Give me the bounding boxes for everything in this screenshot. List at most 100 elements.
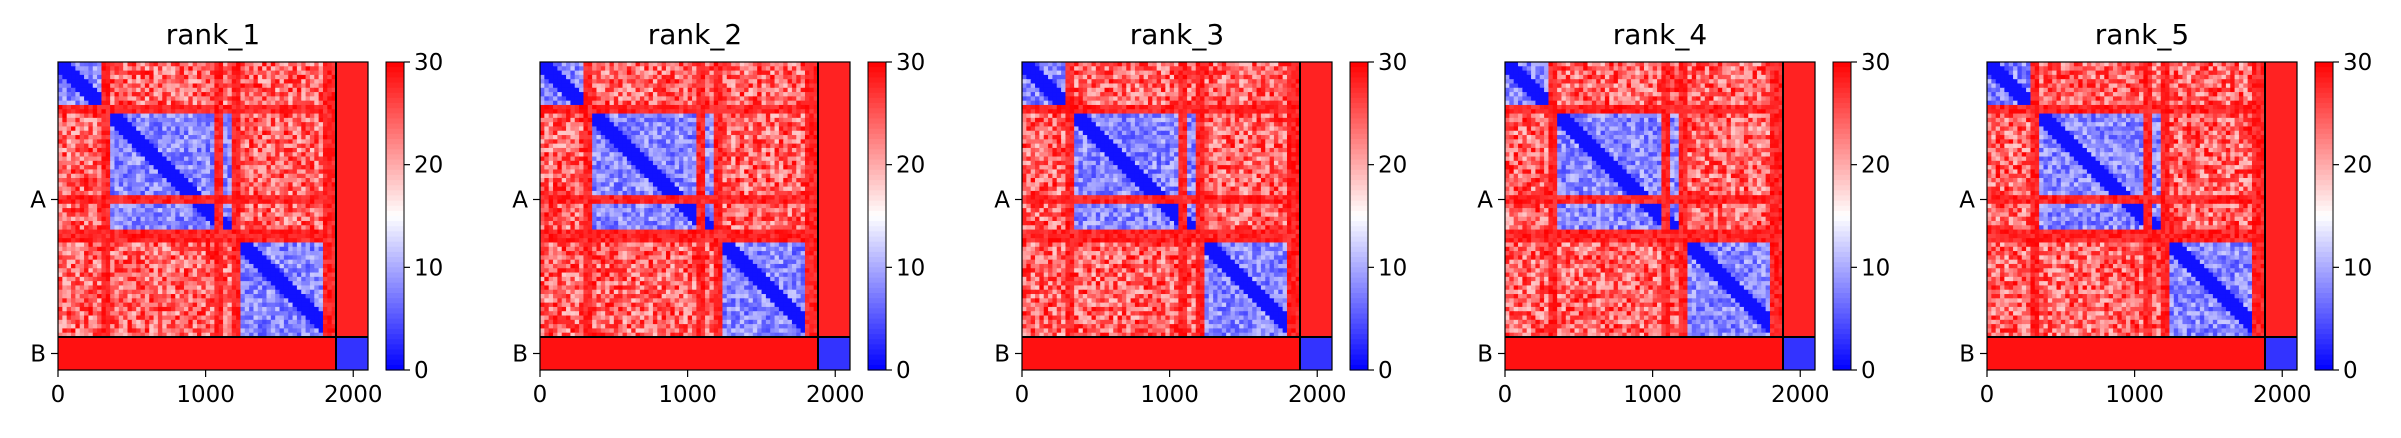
heatmap-cell <box>218 113 224 119</box>
heatmap-cell <box>101 195 107 201</box>
heatmap-cell <box>66 229 72 235</box>
heatmap-cell <box>114 92 120 97</box>
heatmap-cell <box>713 100 719 106</box>
heatmap-cell <box>166 126 172 132</box>
heatmap-cell <box>288 289 294 295</box>
heatmap-cell <box>84 190 89 196</box>
heatmap-cell <box>266 220 272 226</box>
heatmap-cell <box>231 83 237 89</box>
heatmap-cell <box>97 74 103 80</box>
heatmap-cell <box>162 233 168 239</box>
heatmap-cell <box>301 156 307 162</box>
heatmap-cell <box>131 302 137 308</box>
heatmap-cell <box>249 186 255 192</box>
heatmap-cell <box>661 113 667 119</box>
heatmap-cell <box>88 139 94 145</box>
heatmap-cell <box>227 178 233 183</box>
heatmap-cell <box>657 109 663 115</box>
heatmap-cell <box>75 135 81 140</box>
heatmap-cell <box>179 199 185 205</box>
heatmap-cell <box>253 62 259 67</box>
heatmap-cell <box>218 294 224 299</box>
heatmap-cell <box>118 195 124 201</box>
heatmap-cell <box>223 246 228 252</box>
heatmap-cell <box>566 100 571 106</box>
heatmap-cell <box>266 74 272 80</box>
heatmap-cell <box>218 238 224 244</box>
heatmap-cell <box>266 281 272 287</box>
heatmap-cell <box>270 251 276 256</box>
heatmap-cell <box>249 100 255 106</box>
heatmap-cell <box>114 233 120 239</box>
heatmap-cell <box>118 208 124 213</box>
heatmap-cell <box>309 195 315 201</box>
heatmap-cell <box>58 130 63 136</box>
heatmap-cell <box>309 92 315 97</box>
heatmap-cell <box>153 130 159 136</box>
heatmap-cell <box>84 122 89 128</box>
heatmap-cell <box>58 143 63 149</box>
heatmap-cell <box>218 96 224 102</box>
heatmap-cell <box>266 203 272 209</box>
heatmap-cell <box>700 74 706 80</box>
heatmap-cell <box>170 324 176 330</box>
heatmap-cell <box>97 272 103 278</box>
heatmap-cell <box>266 92 272 97</box>
heatmap-cell <box>318 109 324 115</box>
heatmap-cell <box>110 83 116 89</box>
heatmap-cell <box>71 220 76 226</box>
heatmap-cell <box>770 92 776 97</box>
heatmap-cell <box>71 324 76 330</box>
heatmap-cell <box>210 302 215 308</box>
heatmap-cell <box>170 186 176 192</box>
heatmap-cell <box>201 109 207 115</box>
heatmap-cell <box>292 203 298 209</box>
heatmap-cell <box>201 324 207 330</box>
heatmap-cell <box>175 79 181 85</box>
heatmap-cell <box>288 246 294 252</box>
heatmap-cell <box>244 109 250 115</box>
heatmap-cell <box>270 92 276 97</box>
heatmap-cell <box>79 126 85 132</box>
heatmap-cell <box>739 92 745 97</box>
heatmap-cell <box>97 212 103 218</box>
heatmap-cell <box>327 195 333 201</box>
heatmap-cell <box>131 178 137 183</box>
heatmap-cell <box>71 62 76 67</box>
heatmap-cell <box>296 173 302 179</box>
heatmap-cell <box>240 285 246 291</box>
heatmap-cell <box>283 294 289 299</box>
heatmap-cell <box>92 143 98 149</box>
heatmap-cell <box>257 263 263 269</box>
heatmap-cell <box>170 203 176 209</box>
heatmap-cell <box>626 70 632 76</box>
heatmap-cell <box>175 156 181 162</box>
heatmap-cell <box>192 199 198 205</box>
heatmap-cell <box>170 156 176 162</box>
heatmap-cell <box>88 169 94 175</box>
heatmap-cell <box>639 96 645 102</box>
heatmap-cell <box>157 203 163 209</box>
heatmap-cell <box>318 208 324 213</box>
heatmap-cell <box>322 160 328 166</box>
heatmap-cell <box>214 126 220 132</box>
heatmap-cell <box>58 328 63 334</box>
heatmap-cell <box>765 96 771 102</box>
heatmap-cell <box>301 225 307 231</box>
heatmap-cell <box>166 281 172 287</box>
heatmap-cell <box>179 130 185 136</box>
heatmap-cell <box>123 251 129 256</box>
heatmap-cell <box>796 109 802 115</box>
heatmap-cell <box>218 276 224 282</box>
heatmap-cell <box>696 74 702 80</box>
heatmap-cell <box>670 96 676 102</box>
heatmap-cell <box>58 281 63 287</box>
heatmap-cell <box>227 169 233 175</box>
heatmap-cell <box>583 62 589 67</box>
heatmap-cell <box>136 109 142 115</box>
heatmap-cell <box>309 66 315 72</box>
heatmap-cell <box>114 268 120 274</box>
heatmap-cell <box>71 208 76 213</box>
heatmap-cell <box>231 212 237 218</box>
heatmap-cell <box>66 319 72 325</box>
